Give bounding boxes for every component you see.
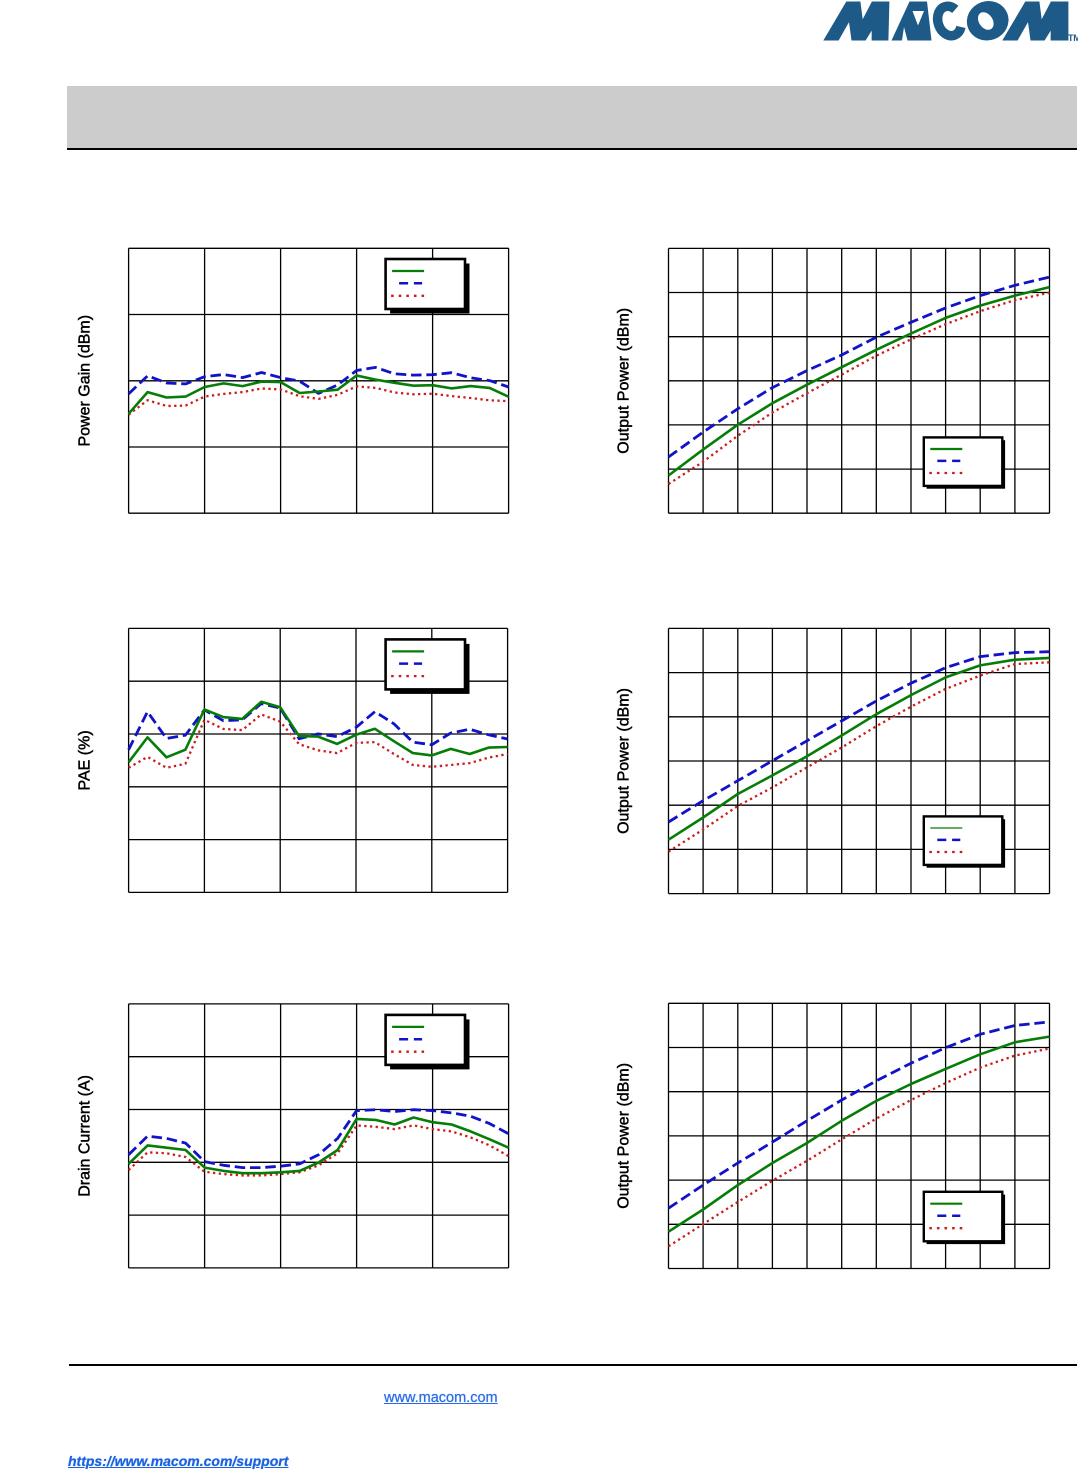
svg-text:Output Power (dBm): Output Power (dBm) [616,1063,633,1209]
svg-text:Output Power (dBm): Output Power (dBm) [616,308,633,454]
svg-text:Output Power (dBm): Output Power (dBm) [616,688,633,834]
svg-text:TM: TM [1068,33,1078,43]
svg-text:Drain Current (A): Drain Current (A) [77,1075,94,1197]
svg-text:Power Gain (dBm): Power Gain (dBm) [77,315,94,447]
svg-text:PAE (%): PAE (%) [77,730,94,790]
